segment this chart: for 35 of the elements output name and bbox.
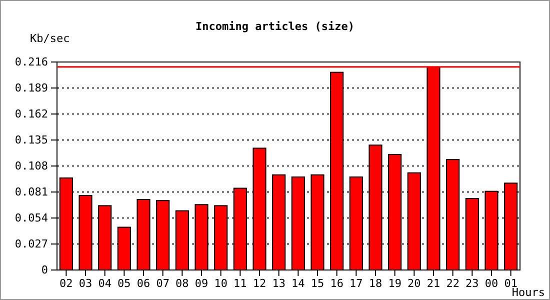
y-axis-title: Kb/sec <box>30 32 70 45</box>
x-tick-label: 20 <box>408 276 421 290</box>
x-tick-label: 06 <box>136 276 150 290</box>
x-tick-label: 02 <box>60 276 73 290</box>
y-tick-label: 0.216 <box>14 56 48 69</box>
x-tick-label: 16 <box>330 276 344 290</box>
y-tick-label: 0.027 <box>14 238 48 251</box>
x-tick-label: 19 <box>388 276 402 290</box>
x-tick-label: 03 <box>78 276 92 290</box>
x-tick-label: 04 <box>98 276 112 290</box>
x-axis-title: Hours <box>512 286 545 299</box>
x-tick-label: 23 <box>466 276 479 290</box>
x-tick-label: 18 <box>368 276 382 290</box>
x-tick-label: 07 <box>156 276 170 290</box>
x-tick-label: 11 <box>234 276 247 290</box>
y-tick-label: 0.081 <box>14 186 48 199</box>
y-tick-label: 0.135 <box>14 134 48 147</box>
chart-title: Incoming articles (size) <box>196 20 354 33</box>
x-tick-label: 05 <box>118 276 131 290</box>
x-tick-label: 17 <box>350 276 363 290</box>
x-tick-label: 22 <box>446 276 460 290</box>
x-tick-label: 08 <box>176 276 189 290</box>
x-tick-label: 14 <box>292 276 306 290</box>
x-tick-label: 12 <box>252 276 266 290</box>
y-tick-label: 0.189 <box>14 82 48 95</box>
x-tick-label: 00 <box>484 276 498 290</box>
y-tick-label: 0.108 <box>14 160 48 173</box>
y-tick-label: 0.054 <box>14 212 48 225</box>
y-tick-label: 0.162 <box>14 108 48 121</box>
x-tick-label: 09 <box>194 276 208 290</box>
y-tick-label: 0 <box>41 264 48 277</box>
x-tick-label: 21 <box>426 276 440 290</box>
x-tick-label: 15 <box>310 276 324 290</box>
x-tick-label: 13 <box>272 276 286 290</box>
x-tick-label: 10 <box>214 276 228 290</box>
